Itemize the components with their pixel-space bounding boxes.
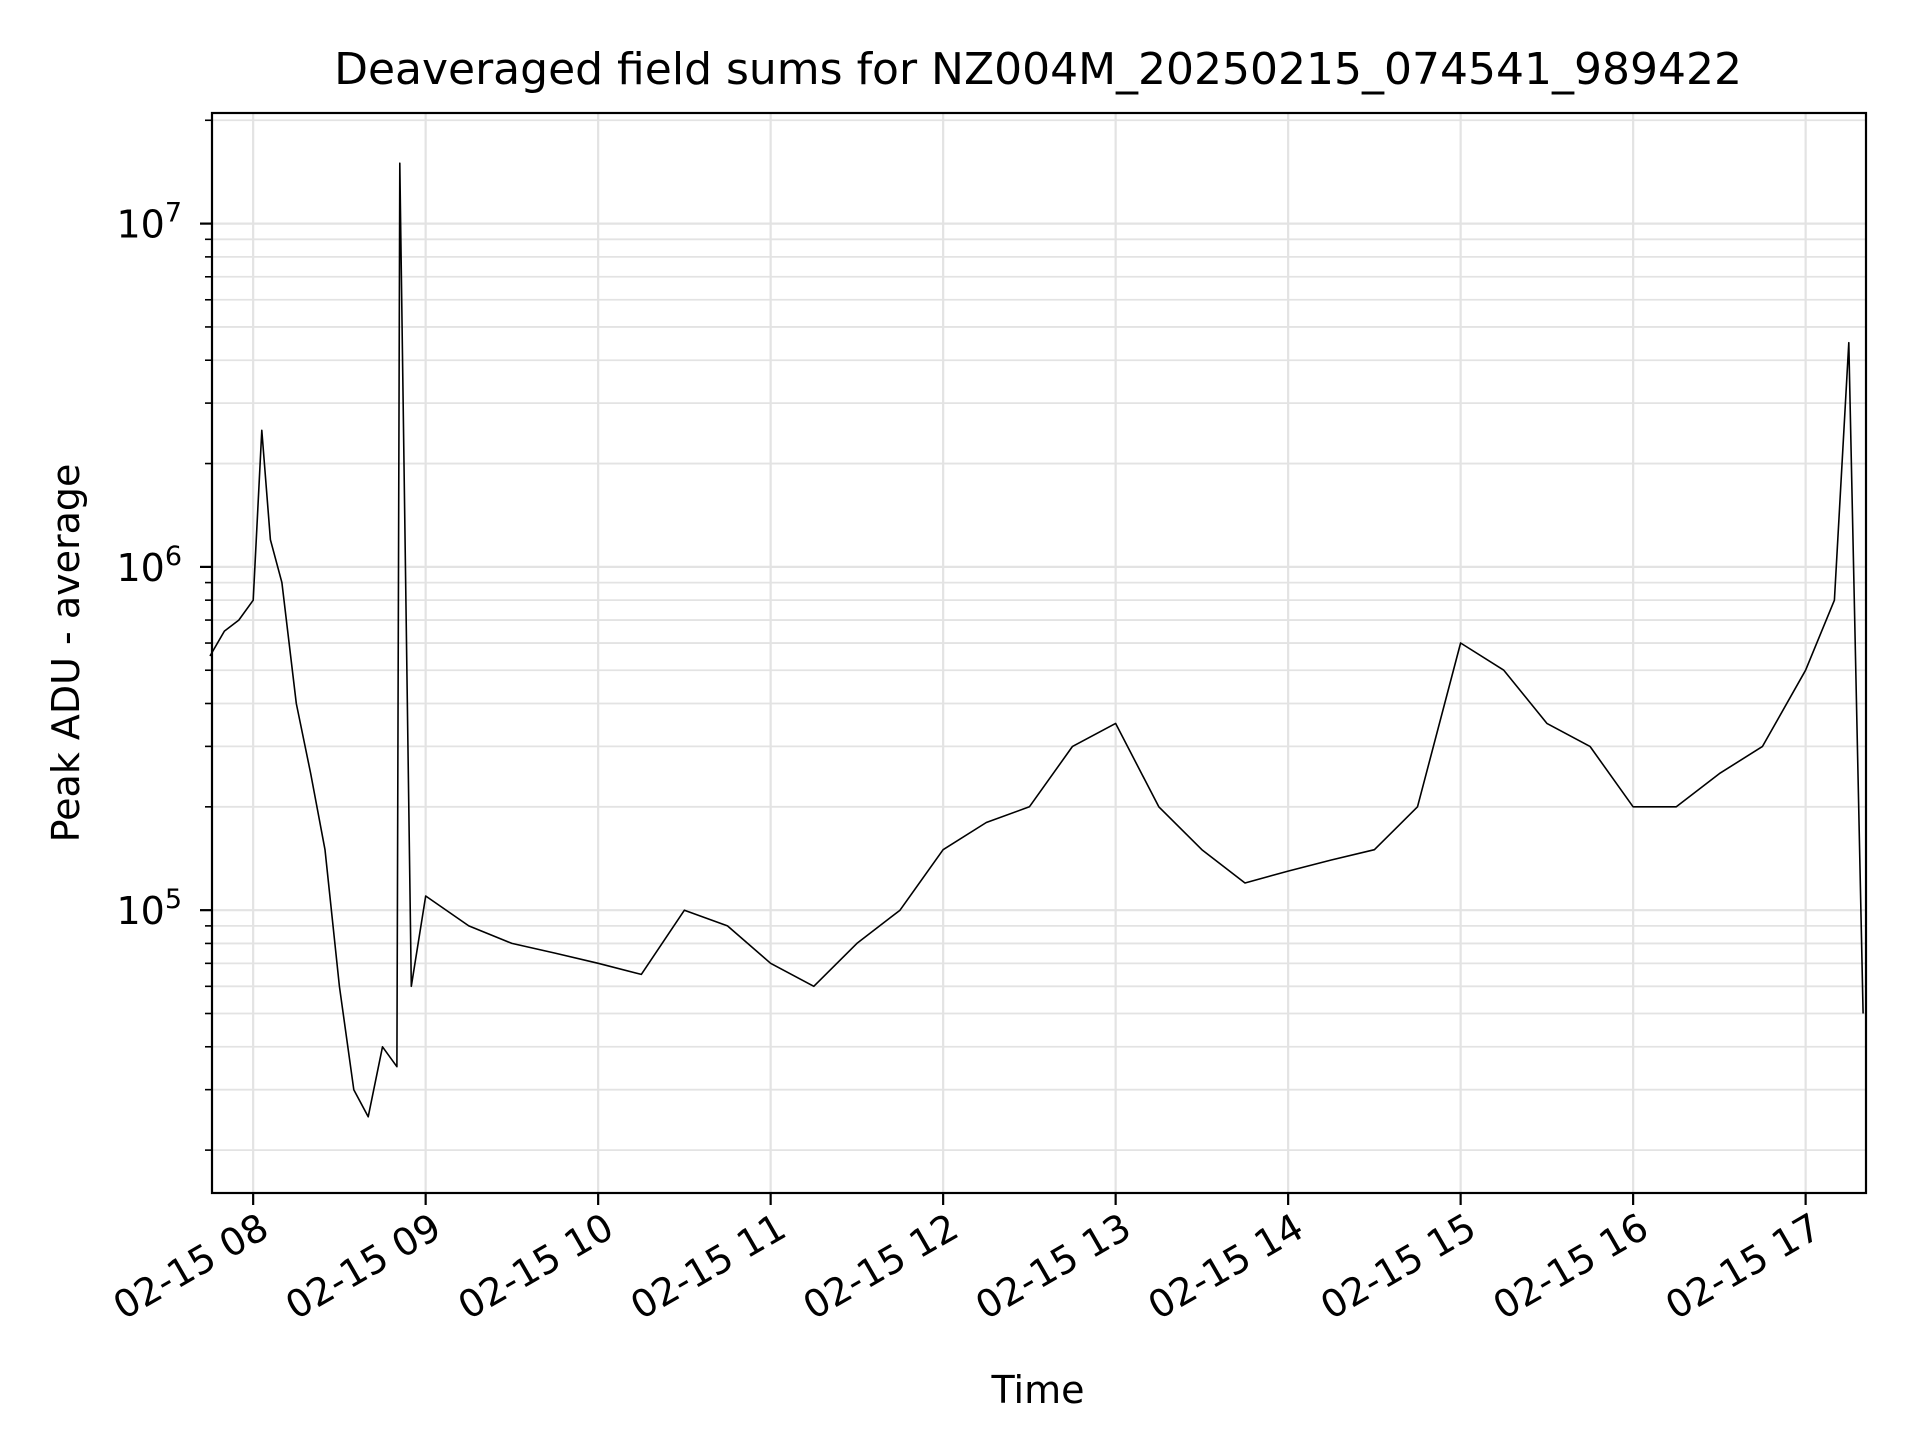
plot-frame <box>210 111 1868 1195</box>
y-axis-ticks: 105 106 107 <box>116 119 212 1151</box>
chart-title: Deaveraged field sums for NZ004M_2025021… <box>334 44 1742 95</box>
series-layer <box>209 162 1864 1118</box>
y-tick-label: 105 <box>116 884 182 933</box>
y-tick-label: 107 <box>116 198 182 247</box>
y-axis-label: Peak ADU - average <box>44 464 88 843</box>
x-axis-label: Time <box>991 1368 1085 1412</box>
y-tick-label: 106 <box>116 541 182 590</box>
series-line <box>209 162 1864 1118</box>
